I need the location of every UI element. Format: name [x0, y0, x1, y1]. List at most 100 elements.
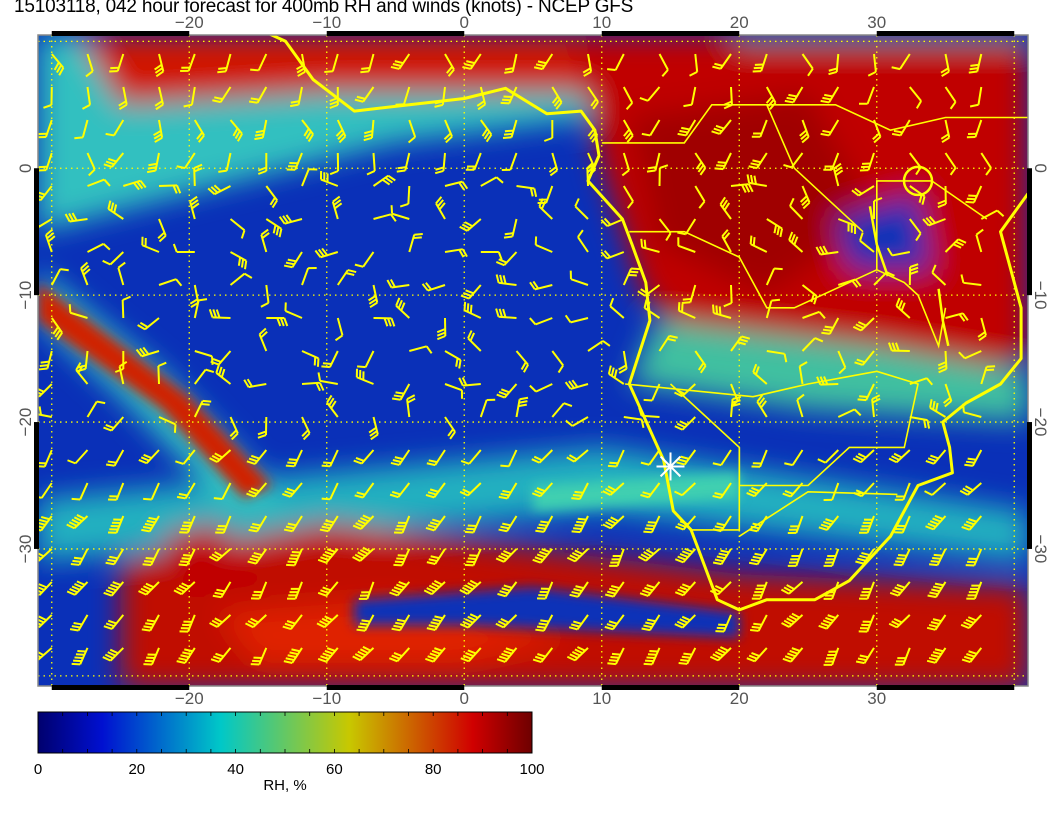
wind-barb	[105, 119, 125, 137]
wind-barb	[871, 394, 881, 418]
wind-barb	[87, 178, 111, 187]
wind-barb	[434, 86, 446, 108]
wind-barb	[444, 350, 462, 369]
wind-barb	[837, 218, 857, 235]
wind-barb	[818, 614, 840, 630]
wind-barb	[658, 53, 669, 77]
wind-barb	[851, 185, 875, 197]
wind-barb	[500, 449, 518, 468]
wind-barb	[683, 86, 697, 108]
wind-barb	[640, 238, 660, 253]
wind-barb	[765, 267, 783, 286]
wind-barb	[536, 581, 554, 600]
wind-barb	[782, 647, 804, 663]
wind-barb	[566, 449, 589, 463]
wind-barb	[676, 449, 697, 466]
wind-barb	[504, 53, 518, 74]
wind-barb	[674, 581, 697, 597]
wind-barb	[107, 200, 124, 220]
frame-bar-left	[34, 168, 39, 296]
wind-barb	[265, 185, 278, 209]
wind-barb	[766, 350, 788, 363]
wind-barb	[909, 416, 931, 429]
wind-barb	[352, 546, 375, 562]
colorbar-tick: 20	[128, 761, 145, 778]
wind-barb	[538, 198, 553, 220]
frame-bars	[34, 31, 1032, 690]
wind-barb	[425, 515, 446, 532]
wind-barb	[282, 614, 303, 631]
wind-barb	[43, 86, 53, 109]
wind-barb	[623, 416, 645, 429]
wind-barb	[658, 334, 678, 352]
wind-barb	[193, 163, 203, 187]
wind-barb	[801, 284, 818, 305]
wind-barb	[352, 645, 375, 662]
wind-barb	[301, 350, 320, 367]
wind-barb	[373, 213, 397, 222]
wind-barb	[38, 405, 52, 418]
wind-barb	[677, 218, 697, 236]
wind-barb	[931, 264, 947, 286]
wind-barb	[858, 86, 875, 105]
wind-barb	[751, 119, 768, 138]
wind-barb	[193, 298, 208, 319]
wind-barb	[354, 482, 375, 499]
wind-barb	[247, 548, 268, 565]
wind-barb	[329, 152, 340, 176]
wind-barb	[873, 271, 895, 286]
wind-barb	[891, 53, 911, 71]
wind-barb	[366, 152, 376, 176]
wind-barb	[286, 548, 303, 567]
wind-barb	[68, 304, 88, 319]
wind-barb	[909, 185, 926, 205]
wind-barb	[85, 53, 94, 78]
wind-barb	[894, 515, 911, 534]
wind-barb	[316, 614, 339, 629]
wind-barb	[229, 218, 246, 239]
wind-barb	[721, 229, 732, 253]
wind-barb	[71, 647, 89, 666]
wind-barb	[801, 337, 824, 352]
lon-tick-top: 20	[730, 13, 749, 32]
wind-barb	[389, 580, 411, 597]
wind-barb	[571, 515, 589, 534]
wind-barb	[944, 238, 967, 253]
wind-barb	[38, 482, 53, 499]
wind-barb	[940, 119, 951, 144]
rh-region	[835, 193, 932, 270]
frame-bar-left	[34, 422, 39, 549]
wind-barb	[70, 548, 89, 566]
wind-barb	[69, 614, 89, 632]
lat-tick-left: −10	[16, 281, 35, 310]
wind-barb	[859, 152, 875, 172]
wind-barb	[709, 581, 732, 596]
wind-barb	[435, 196, 446, 220]
colorbar-tick: 100	[519, 761, 544, 778]
wind-barb	[183, 86, 196, 108]
wind-barb	[604, 614, 625, 631]
wind-barb	[80, 261, 91, 286]
wind-barb	[609, 297, 625, 319]
wind-barb	[730, 183, 754, 193]
wind-barb	[105, 548, 125, 566]
wind-barb	[571, 482, 589, 501]
wind-barb	[587, 86, 599, 110]
wind-barb	[944, 86, 957, 110]
wind-barb	[194, 350, 214, 365]
wind-barb	[694, 185, 706, 209]
wind-barb	[622, 86, 634, 110]
wind-barb	[336, 269, 357, 286]
wind-barb	[977, 317, 987, 342]
wind-barb	[212, 86, 232, 104]
wind-barb	[496, 383, 518, 399]
frame-bar-bottom	[51, 685, 190, 690]
wind-barb	[674, 383, 696, 398]
wind-barb	[176, 152, 196, 170]
wind-barb	[980, 209, 1005, 220]
wind-barb	[50, 317, 63, 341]
wind-barb	[406, 394, 416, 418]
wind-barb	[390, 449, 411, 466]
wind-barb	[639, 86, 661, 102]
wind-barb	[799, 119, 810, 144]
